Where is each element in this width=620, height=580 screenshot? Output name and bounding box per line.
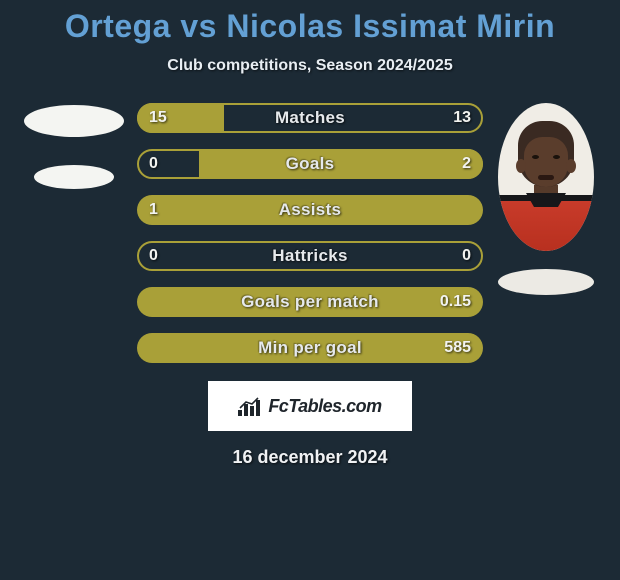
comparison-card: Ortega vs Nicolas Issimat Mirin Club com…	[0, 0, 620, 580]
title-vs: vs	[180, 8, 217, 44]
avatar-eye	[532, 155, 539, 159]
avatar-left-placeholder	[21, 103, 127, 253]
stat-label: Goals	[137, 149, 483, 179]
brand-text: FcTables.com	[268, 396, 381, 417]
stat-value-right: 2	[462, 149, 471, 179]
avatar-mouth	[538, 175, 554, 180]
stat-row-gpm: Goals per match 0.15	[137, 287, 483, 317]
stat-row-hattricks: 0 Hattricks 0	[137, 241, 483, 271]
avatar-ear	[516, 159, 526, 173]
stat-label: Goals per match	[137, 287, 483, 317]
page-title: Ortega vs Nicolas Issimat Mirin	[0, 8, 620, 45]
date-text: 16 december 2024	[0, 447, 620, 468]
title-player1: Ortega	[65, 8, 171, 44]
stat-row-matches: 15 Matches 13	[137, 103, 483, 133]
brand-logo-icon	[238, 396, 262, 416]
stat-label: Hattricks	[137, 241, 483, 271]
stats-column: 15 Matches 13 0 Goals 2 1 Assists 0 Ha	[137, 103, 483, 363]
stat-value-right: 13	[453, 103, 471, 133]
placeholder-ellipse	[24, 105, 124, 137]
stat-label: Matches	[137, 103, 483, 133]
subtitle: Club competitions, Season 2024/2025	[0, 57, 620, 75]
stat-label: Min per goal	[137, 333, 483, 363]
stat-value-right: 0.15	[440, 287, 471, 317]
stat-value-right: 0	[462, 241, 471, 271]
stat-value-right: 585	[444, 333, 471, 363]
avatar-ear	[566, 159, 576, 173]
brand-badge[interactable]: FcTables.com	[208, 381, 412, 431]
title-player2: Nicolas Issimat Mirin	[226, 8, 555, 44]
avatar-eye	[553, 155, 560, 159]
stat-row-assists: 1 Assists	[137, 195, 483, 225]
placeholder-ellipse	[34, 165, 114, 189]
stat-row-goals: 0 Goals 2	[137, 149, 483, 179]
avatar-right	[498, 103, 594, 251]
content-row: 15 Matches 13 0 Goals 2 1 Assists 0 Ha	[0, 103, 620, 363]
player-right-col	[491, 103, 601, 295]
stat-label: Assists	[137, 195, 483, 225]
stat-row-mpg: Min per goal 585	[137, 333, 483, 363]
player-left-col	[19, 103, 129, 253]
avatar-right-wrap	[496, 103, 596, 295]
placeholder-ellipse	[498, 269, 594, 295]
